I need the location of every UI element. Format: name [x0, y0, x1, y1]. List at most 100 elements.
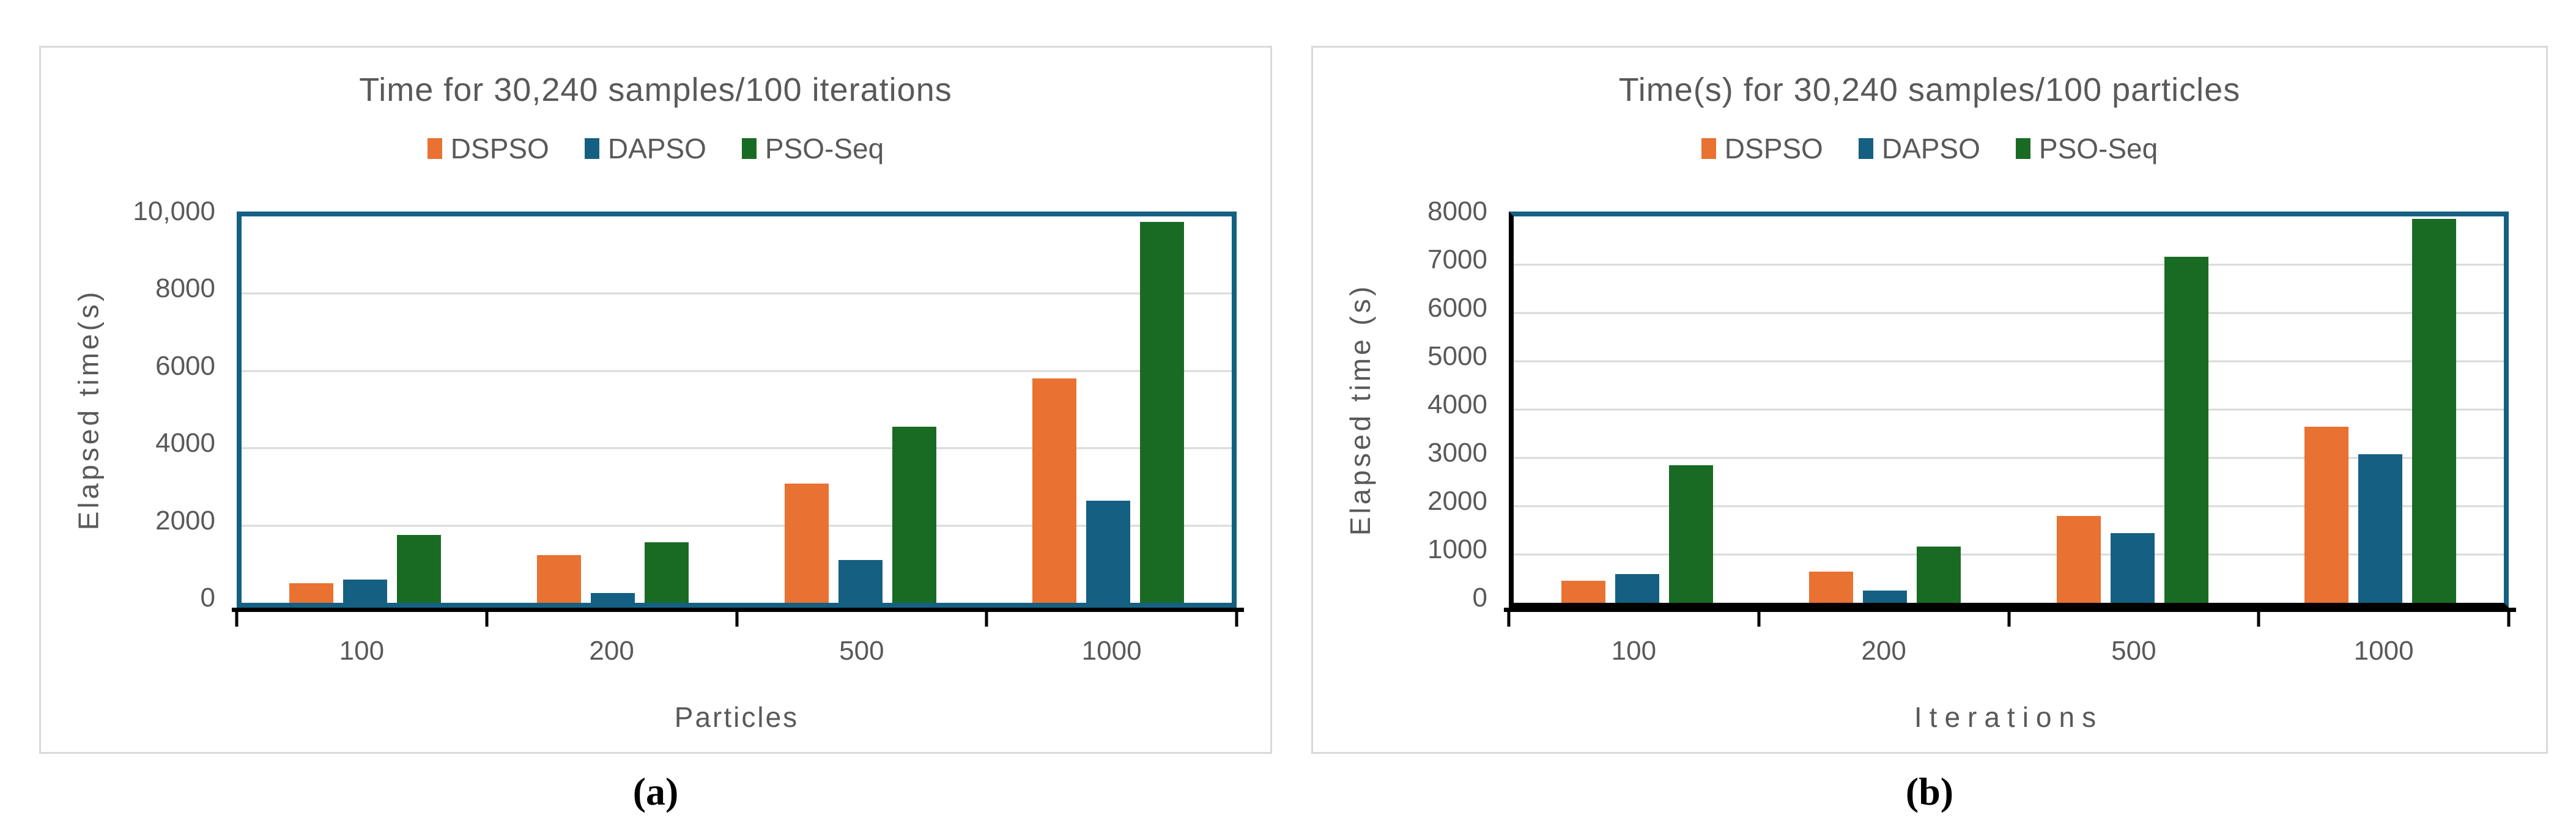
x-tick-label: 200: [589, 636, 634, 666]
x-axis-tick: [1757, 610, 1761, 627]
x-tick-label: 500: [2111, 636, 2156, 666]
y-tick-label: 0: [200, 583, 215, 613]
gridline: [242, 370, 1232, 372]
legend-swatch-icon: [1701, 138, 1716, 159]
gridline: [1514, 553, 2504, 556]
bar-pso-seq-500: [2164, 257, 2208, 603]
legend: DSPSO DAPSO PSO-Seq: [41, 133, 1270, 164]
legend-swatch-icon: [584, 138, 599, 159]
bar-dapso-200: [591, 592, 635, 603]
bar-dapso-200: [1863, 591, 1908, 603]
bar-dapso-1000: [2358, 454, 2402, 603]
legend-swatch-icon: [2015, 138, 2030, 159]
x-tick-label: 1000: [1081, 636, 1142, 666]
x-axis-tick: [2257, 610, 2260, 627]
x-axis-tick: [1235, 610, 1238, 627]
x-axis-ticks: [235, 610, 1238, 628]
y-tick-label: 2000: [1427, 486, 1487, 516]
subfigure-caption-a: (a): [632, 770, 679, 813]
bar-dspso-100: [1561, 581, 1606, 603]
y-tick-label: 1000: [1427, 534, 1487, 564]
plot-area: [237, 212, 1237, 608]
gridline: [1514, 408, 2504, 411]
legend-label: PSO-Seq: [2038, 133, 2158, 164]
bar-dspso-100: [289, 583, 334, 603]
chart-title: Time for 30,240 samples/100 iterations: [359, 72, 952, 108]
subfigure-caption-b: (b): [1905, 770, 1954, 813]
x-tick-label: 100: [1611, 636, 1657, 666]
legend-item: PSO-Seq: [2015, 132, 2158, 165]
bar-dspso-500: [2056, 515, 2101, 603]
legend-item: DSPSO: [1701, 132, 1823, 165]
y-axis-tick-labels: 0 1000 2000 3000 4000 5000 6000 7000 8000: [1313, 198, 1487, 611]
x-tick-label: 100: [339, 636, 385, 666]
bar-dapso-1000: [1086, 500, 1130, 603]
y-tick-label: 8000: [155, 273, 215, 304]
legend-label: DSPSO: [450, 133, 549, 164]
legend-swatch-icon: [427, 138, 442, 159]
x-axis-tick: [2007, 610, 2010, 627]
y-tick-label: 0: [1472, 583, 1487, 613]
bar-dapso-100: [343, 580, 388, 603]
gridline: [1514, 360, 2504, 363]
x-axis-title: Particles: [674, 701, 799, 733]
y-tick-label: 6000: [155, 350, 215, 381]
y-tick-label: 4000: [1427, 389, 1487, 419]
x-axis-tick: [1507, 610, 1511, 627]
y-tick-label: 5000: [1427, 341, 1487, 371]
y-tick-label: 10,000: [133, 196, 215, 226]
x-axis-tick-labels: 100 200 500 1000: [1509, 636, 2509, 670]
x-tick-label: 1000: [2353, 636, 2414, 666]
x-axis-tick: [735, 610, 738, 627]
gridline: [242, 447, 1232, 449]
legend-item: PSO-Seq: [741, 132, 884, 165]
bar-dspso-200: [1809, 571, 1854, 603]
x-tick-label: 200: [1861, 636, 1906, 666]
y-tick-label: 3000: [1427, 438, 1487, 468]
bar-pso-seq-200: [645, 542, 689, 603]
bar-dapso-500: [838, 560, 883, 603]
x-axis-line: [232, 608, 1244, 612]
x-axis-tick: [2507, 610, 2511, 627]
bar-pso-seq-1000: [1139, 222, 1184, 603]
bar-pso-seq-200: [1917, 547, 1961, 603]
gridline: [1514, 312, 2504, 314]
y-tick-label: 6000: [1427, 293, 1487, 323]
bar-pso-seq-1000: [2411, 218, 2456, 603]
bar-dapso-100: [1615, 574, 1660, 603]
legend-label: DAPSO: [1881, 133, 1980, 164]
plot-inner: [242, 216, 1232, 603]
y-axis-tick-labels: 0 2000 4000 6000 8000 10,000: [41, 198, 215, 611]
legend-swatch-icon: [1858, 138, 1873, 159]
bar-dspso-500: [784, 484, 829, 603]
y-tick-label: 4000: [155, 428, 215, 459]
legend-item: DSPSO: [427, 132, 549, 165]
legend-label: PSO-Seq: [764, 133, 884, 164]
legend-label: DSPSO: [1724, 133, 1823, 164]
plot-area: [1509, 212, 2509, 608]
legend: DSPSO DAPSO PSO-Seq: [1313, 133, 2546, 164]
gridline: [1514, 263, 2504, 266]
bar-dspso-200: [537, 555, 582, 603]
gridline: [1514, 505, 2504, 507]
gridline: [1514, 457, 2504, 459]
x-axis-tick-labels: 100 200 500 1000: [237, 636, 1237, 670]
y-tick-label: 8000: [1427, 196, 1487, 226]
legend-item: DAPSO: [584, 132, 706, 165]
plot-inner: [1514, 216, 2504, 603]
gridline: [242, 292, 1232, 295]
bar-dapso-500: [2110, 533, 2155, 603]
x-axis-ticks: [1507, 610, 2511, 628]
bar-dspso-1000: [2304, 426, 2348, 603]
chart-title: Time(s) for 30,240 samples/100 particles: [1618, 72, 2241, 108]
x-axis-tick: [985, 610, 988, 627]
y-tick-label: 2000: [155, 505, 215, 536]
legend-swatch-icon: [741, 138, 757, 159]
x-axis-title: Iterations: [1914, 701, 2104, 733]
chart-panel-b: Time(s) for 30,240 samples/100 particles…: [1311, 46, 2548, 754]
legend-label: DAPSO: [607, 133, 706, 164]
x-axis-line: [1504, 608, 2516, 612]
bar-pso-seq-500: [892, 426, 936, 603]
x-axis-tick: [235, 610, 239, 627]
legend-item: DAPSO: [1858, 132, 1980, 165]
